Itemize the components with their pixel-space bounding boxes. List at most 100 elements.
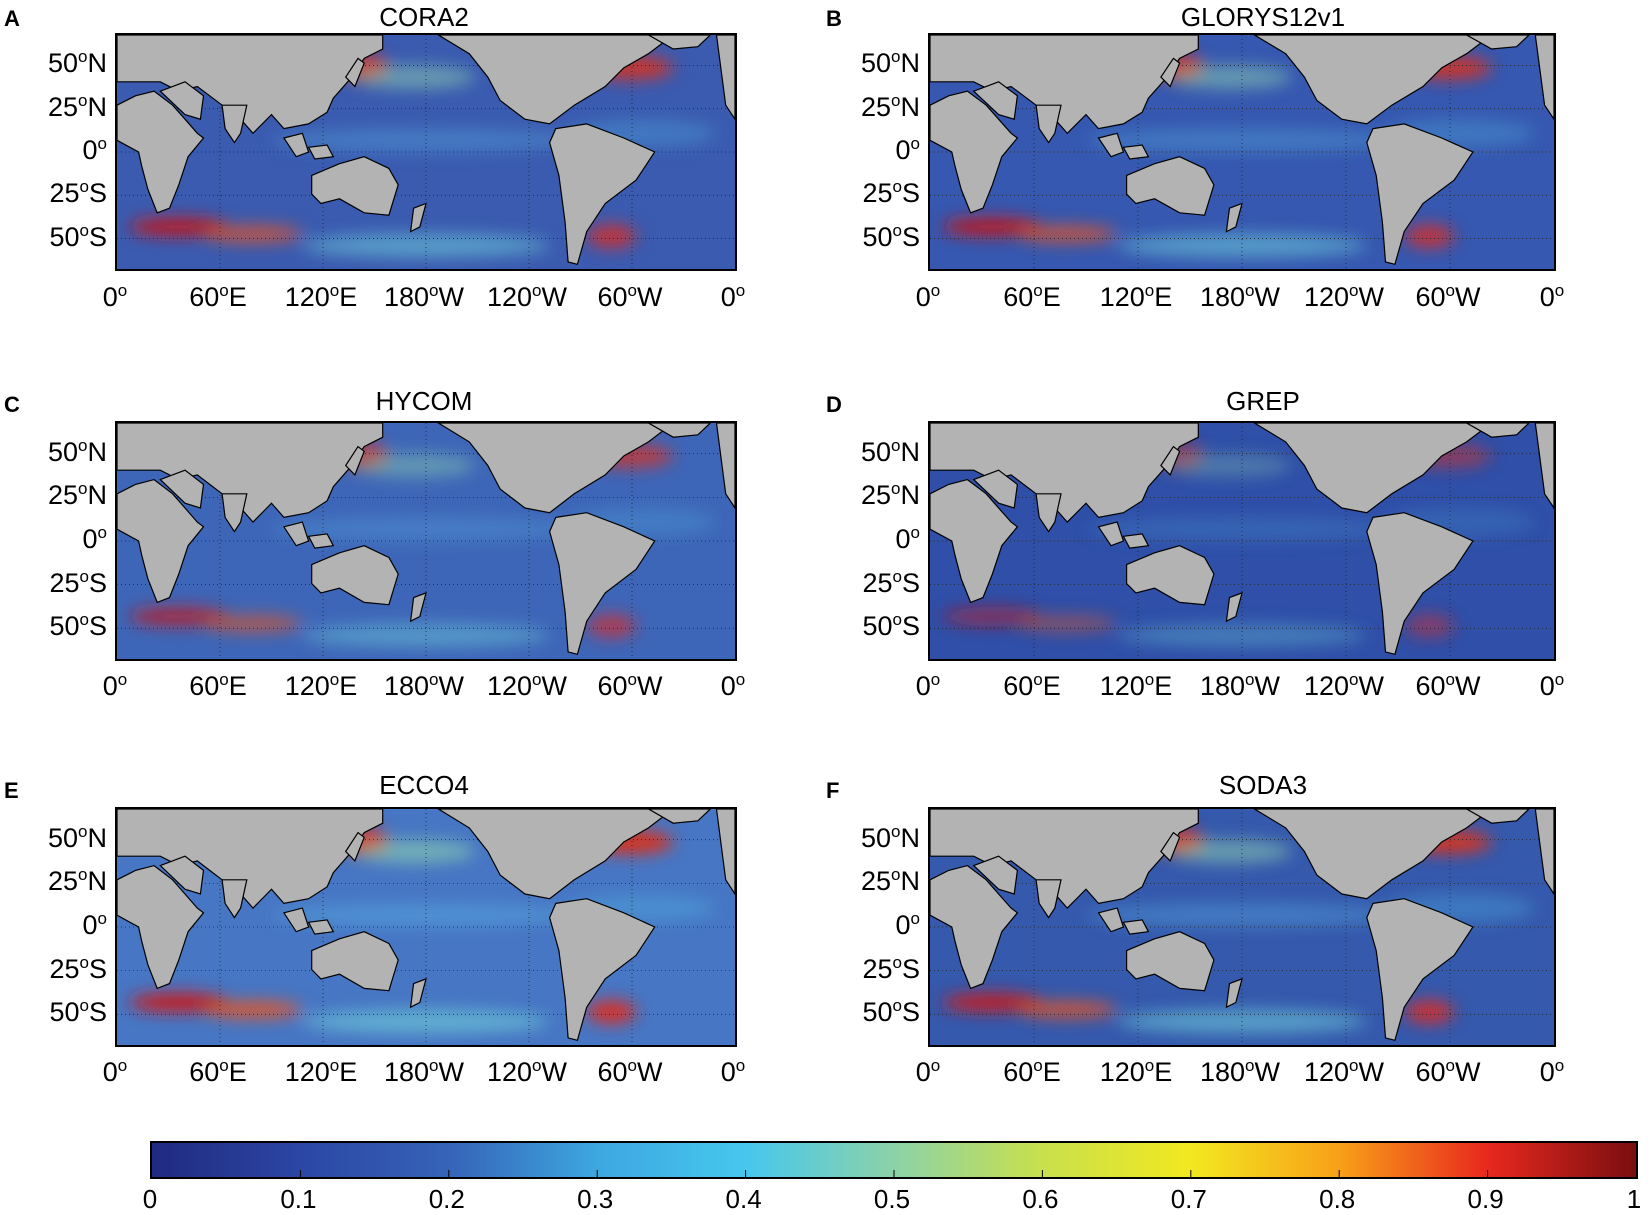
lat-tick-label: 50oS bbox=[49, 220, 107, 252]
lat-tick-label: 0o bbox=[895, 523, 921, 554]
lat-tick-label: 25oN bbox=[860, 865, 920, 897]
lon-tick-label: 180oW bbox=[1199, 670, 1280, 701]
lon-tick-label: 60oW bbox=[1415, 670, 1481, 701]
anomaly-patch bbox=[1017, 225, 1118, 243]
landmass bbox=[282, 907, 310, 933]
landmass bbox=[1035, 104, 1062, 144]
panel-letter: B bbox=[826, 6, 842, 31]
anomaly-patch bbox=[586, 1000, 637, 1024]
lat-tick-label: 50oN bbox=[47, 821, 107, 853]
lon-tick-label: 120oW bbox=[486, 281, 567, 312]
lon-tick-label: 60oW bbox=[597, 281, 663, 312]
anomaly-patch bbox=[1086, 128, 1398, 152]
landmass bbox=[1225, 977, 1243, 1009]
lat-tick-label: 50oS bbox=[862, 996, 920, 1028]
anomaly-patch bbox=[1017, 615, 1118, 632]
lon-tick-label: 180oW bbox=[1199, 1056, 1280, 1087]
anomaly-patch bbox=[271, 128, 581, 152]
map-frame bbox=[928, 807, 1556, 1047]
landmass bbox=[117, 90, 205, 214]
landmass bbox=[1253, 423, 1493, 514]
lat-tick-label: 25oN bbox=[860, 479, 920, 511]
lon-tick-label: 60oE bbox=[1003, 281, 1061, 312]
lat-tick-label: 25oS bbox=[49, 177, 107, 209]
landmass bbox=[1126, 156, 1215, 216]
anomaly-patch bbox=[1086, 517, 1398, 541]
anomaly-patch bbox=[351, 839, 476, 864]
colorbar bbox=[150, 1141, 1638, 1179]
landmass bbox=[311, 156, 399, 216]
lat-tick-label: 50oN bbox=[47, 47, 107, 79]
landmass bbox=[307, 533, 335, 549]
landmass bbox=[1160, 831, 1181, 862]
anomaly-patch bbox=[942, 993, 1043, 1012]
landmass bbox=[1097, 132, 1125, 158]
landmass bbox=[221, 493, 248, 533]
lon-tick-label: 0o bbox=[1539, 281, 1565, 312]
panel-a: A CORA2 50oN 25oN 0o 25oS 50oS 0o 60oE 120oE 180… bbox=[0, 0, 826, 400]
lon-tick-label: 60oE bbox=[1003, 670, 1061, 701]
colorbar-tick-label: 0.7 bbox=[1170, 1184, 1207, 1214]
panel-letter: C bbox=[4, 392, 20, 417]
anomaly-patch bbox=[1404, 224, 1455, 248]
landmass bbox=[159, 469, 205, 509]
landmass bbox=[930, 478, 1019, 604]
panel-title: HYCOM bbox=[375, 386, 473, 416]
anomaly-patch bbox=[271, 903, 581, 927]
landmass bbox=[1097, 521, 1125, 547]
panel-b: B GLORYS12v1 50oN 25oN 0o 25oS 50oS 0o 60oE 120… bbox=[818, 0, 1644, 400]
lon-tick-label: 180oW bbox=[383, 670, 464, 701]
landmass bbox=[1225, 202, 1243, 233]
landmass bbox=[972, 469, 1019, 509]
colorbar-tick-label: 1 bbox=[1626, 1184, 1642, 1214]
lon-tick-label: 0o bbox=[720, 281, 746, 312]
lat-tick-label: 0o bbox=[82, 134, 108, 165]
global-map bbox=[930, 809, 1554, 1045]
lon-tick-label: 120oE bbox=[284, 281, 358, 312]
colorbar-tick-label: 0.9 bbox=[1467, 1184, 1504, 1214]
lon-tick-label: 60oE bbox=[189, 281, 247, 312]
landmass bbox=[117, 478, 205, 604]
lon-tick-label: 60oE bbox=[189, 670, 247, 701]
landmass bbox=[1097, 907, 1125, 933]
lon-tick-label: 120oW bbox=[1303, 1056, 1384, 1087]
panel-d: D GREP 50oN 25oN 0o 25oS 50oS 0o 60oE 120oE 180o… bbox=[818, 386, 1644, 786]
map-frame bbox=[115, 33, 737, 271]
lat-tick-label: 25oS bbox=[49, 952, 107, 984]
lon-tick-label: 0o bbox=[720, 670, 746, 701]
lat-tick-label: 50oS bbox=[862, 220, 920, 252]
map-frame bbox=[115, 807, 737, 1047]
map-frame bbox=[928, 421, 1556, 661]
lon-tick-label: 0o bbox=[102, 281, 128, 312]
landmass bbox=[1465, 35, 1530, 50]
landmass bbox=[344, 57, 365, 88]
lon-tick-label: 180oW bbox=[383, 1056, 464, 1087]
global-map bbox=[117, 423, 735, 659]
colorbar-tick-label: 0.8 bbox=[1319, 1184, 1356, 1214]
lon-tick-label: 60oW bbox=[1415, 1056, 1481, 1087]
lon-tick-label: 0o bbox=[102, 1056, 128, 1087]
landmass bbox=[1366, 123, 1474, 266]
landmass bbox=[409, 591, 427, 623]
lon-tick-label: 0o bbox=[915, 670, 941, 701]
map-frame bbox=[115, 421, 737, 661]
colorbar-tick-label: 0.6 bbox=[1022, 1184, 1059, 1214]
landmass bbox=[1122, 533, 1150, 549]
anomaly-patch bbox=[203, 225, 303, 243]
panel-e: E ECCO4 50oN 25oN 0o 25oS 50oS 0o 60oE 120oE 180… bbox=[0, 770, 826, 1172]
lat-tick-label: 0o bbox=[82, 909, 108, 940]
landmass bbox=[930, 864, 1019, 990]
lat-tick-label: 0o bbox=[82, 523, 108, 554]
lon-tick-label: 0o bbox=[720, 1056, 746, 1087]
lon-tick-label: 120oW bbox=[1303, 281, 1384, 312]
landmass bbox=[1366, 512, 1474, 656]
anomaly-patch bbox=[129, 217, 229, 237]
map-frame bbox=[928, 33, 1556, 271]
landmass bbox=[1534, 423, 1554, 510]
lat-tick-label: 50oN bbox=[860, 435, 920, 467]
lat-tick-label: 50oN bbox=[860, 821, 920, 853]
anomaly-patch bbox=[1167, 65, 1292, 89]
landmass bbox=[159, 81, 205, 120]
landmass bbox=[930, 90, 1019, 214]
global-map bbox=[117, 35, 735, 269]
